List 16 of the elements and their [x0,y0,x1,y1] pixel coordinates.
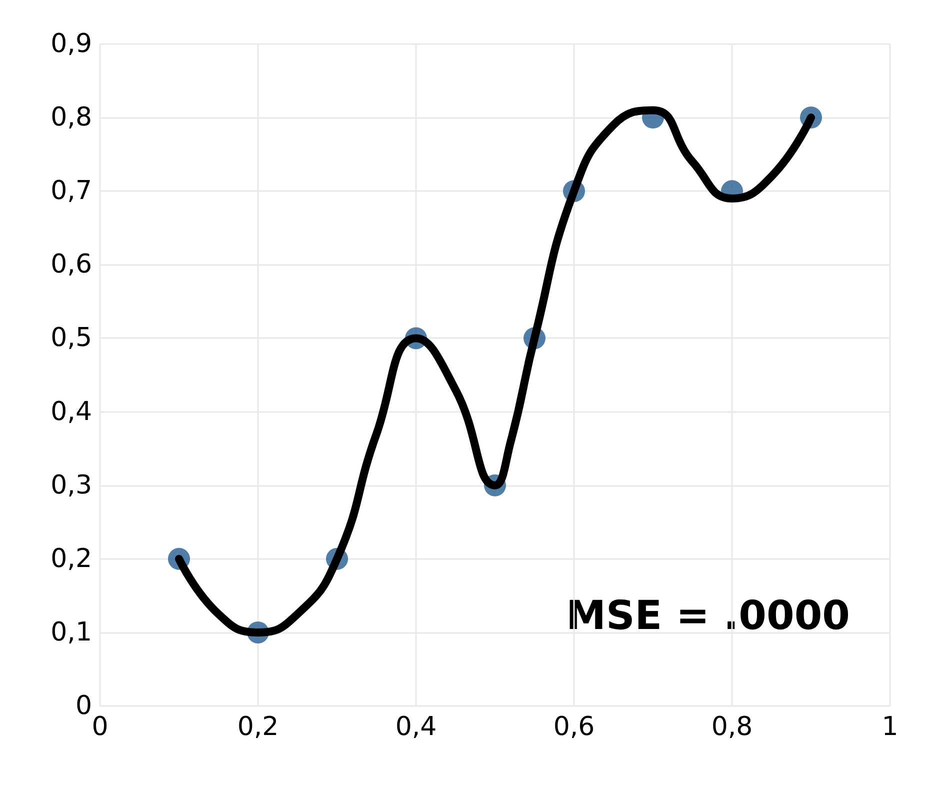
y-tick-label: 0,1 [50,617,92,648]
y-tick-label: 0,7 [50,176,92,206]
y-tick-label: 0,4 [50,396,92,427]
y-tick-label: 0 [75,691,92,721]
x-tick-label: 0,6 [553,712,595,742]
y-tick-label: 0,2 [50,544,92,574]
x-tick-label: 0,2 [237,712,279,742]
y-tick-label: 0,9 [50,29,92,59]
annotation: MSE = .0000 [566,593,850,639]
y-tick-label: 0,6 [50,250,92,280]
y-tick-label: 0,8 [50,102,92,133]
x-tick-label: 1 [882,712,898,742]
y-tick-label: 0,5 [50,323,92,354]
y-tick-label: 0,3 [50,470,92,500]
x-tick-label: 0,4 [395,712,437,742]
x-tick-label: 0,8 [711,712,753,742]
